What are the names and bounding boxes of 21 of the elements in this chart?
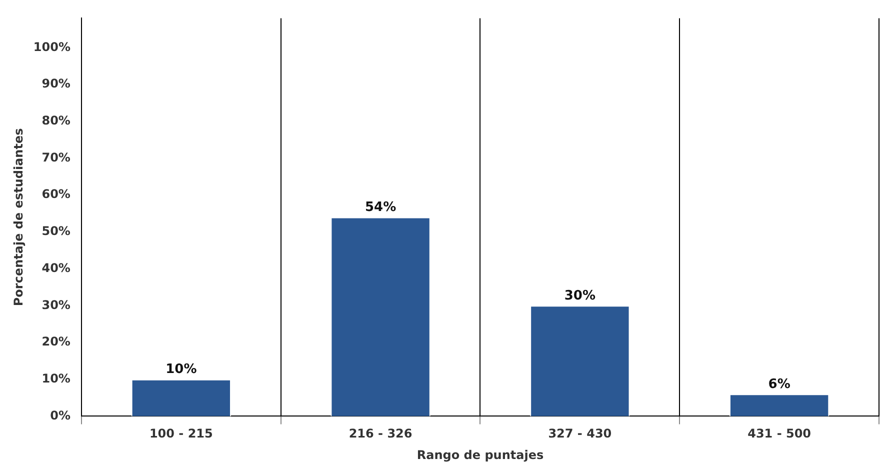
y-tick-label: 10% bbox=[42, 371, 70, 386]
y-tick-label: 100% bbox=[33, 40, 70, 54]
x-axis-title: Rango de puntajes bbox=[416, 448, 544, 462]
y-tick-label: 40% bbox=[42, 260, 70, 275]
x-tick-label: 216 - 326 bbox=[348, 426, 412, 441]
y-tick-label: 70% bbox=[42, 150, 70, 164]
y-tick-label: 80% bbox=[42, 114, 70, 128]
data-label: 10% bbox=[166, 362, 197, 378]
y-tick-label: 90% bbox=[42, 76, 70, 91]
x-tick-label: 327 - 430 bbox=[548, 426, 612, 441]
y-tick-label: 30% bbox=[42, 298, 70, 312]
y-tick-label: 50% bbox=[42, 224, 70, 238]
y-axis-title: Porcentaje de estudiantes bbox=[11, 128, 26, 306]
y-tick-label: 20% bbox=[42, 334, 70, 349]
x-tick-label: 100 - 215 bbox=[149, 426, 213, 441]
data-label: 30% bbox=[564, 288, 596, 304]
y-tick-label: 0% bbox=[50, 408, 70, 422]
data-label: 54% bbox=[364, 200, 396, 216]
y-tick-label: 60% bbox=[42, 187, 70, 202]
data-label: 6% bbox=[768, 376, 790, 392]
x-tick-label: 431 - 500 bbox=[748, 426, 812, 441]
